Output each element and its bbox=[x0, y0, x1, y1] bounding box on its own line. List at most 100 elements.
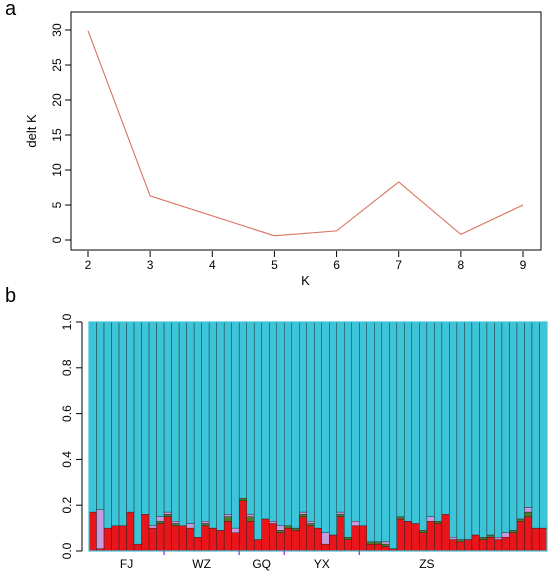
bar-purple-segment bbox=[449, 537, 458, 540]
y-axis-title: delt K bbox=[24, 114, 39, 148]
bar-green-segment bbox=[344, 537, 352, 540]
bar-red-segment bbox=[381, 546, 390, 552]
group-label: GQ bbox=[252, 557, 271, 571]
bar-red-segment bbox=[223, 521, 232, 552]
bar-purple-segment bbox=[148, 525, 157, 529]
bar-red-segment bbox=[531, 527, 540, 552]
bar-cyan-segment bbox=[344, 321, 352, 538]
bar-red-segment bbox=[88, 511, 97, 552]
bar-purple-segment bbox=[336, 511, 345, 515]
bar-red-segment bbox=[246, 521, 255, 552]
bar-green-segment bbox=[291, 527, 300, 531]
bar-cyan-segment bbox=[103, 321, 112, 529]
bar-cyan-segment bbox=[464, 321, 473, 540]
bar-purple-segment bbox=[276, 525, 285, 531]
bar-green-segment bbox=[299, 514, 307, 517]
bar-cyan-segment bbox=[396, 321, 405, 517]
bar-cyan-segment bbox=[509, 321, 518, 531]
bar-cyan-segment bbox=[441, 321, 450, 515]
bar-cyan-segment bbox=[404, 321, 413, 522]
bar-cyan-segment bbox=[299, 321, 307, 513]
bar-red-segment bbox=[486, 537, 495, 552]
bar-cyan-segment bbox=[291, 321, 300, 529]
bar-cyan-segment bbox=[321, 321, 330, 533]
bar-cyan-segment bbox=[186, 321, 195, 524]
group-label: YX bbox=[314, 557, 330, 571]
bar-cyan-segment bbox=[268, 321, 277, 522]
bar-red-segment bbox=[111, 525, 120, 552]
bar-cyan-segment bbox=[284, 321, 292, 527]
y-tick-label: 5 bbox=[50, 201, 64, 208]
bar-purple-segment bbox=[494, 537, 503, 540]
bar-red-segment bbox=[276, 532, 285, 552]
bar-red-segment bbox=[426, 521, 435, 552]
x-tick-label: 5 bbox=[271, 258, 278, 272]
delta-k-line bbox=[87, 30, 524, 237]
bar-red-segment bbox=[133, 543, 142, 552]
bar-cyan-segment bbox=[216, 321, 225, 531]
y-tick-label: 0.8 bbox=[60, 359, 74, 376]
x-tick-label: 3 bbox=[147, 258, 154, 272]
bar-red-segment bbox=[178, 525, 187, 552]
bar-cyan-segment bbox=[516, 321, 525, 520]
bar-green-segment bbox=[156, 521, 165, 524]
bar-cyan-segment bbox=[126, 321, 135, 513]
y-tick-label: 0.0 bbox=[60, 542, 74, 559]
bar-cyan-segment bbox=[223, 321, 232, 515]
y-tick-label: 15 bbox=[50, 128, 64, 142]
bar-red-segment bbox=[539, 527, 548, 552]
bar-purple-segment bbox=[156, 516, 165, 522]
bar-cyan-segment bbox=[486, 321, 495, 536]
bar-cyan-segment bbox=[276, 321, 285, 527]
plot-frame bbox=[70, 11, 542, 251]
bar-red-segment bbox=[434, 523, 443, 552]
bar-cyan-segment bbox=[133, 321, 142, 545]
bar-green-segment bbox=[201, 523, 210, 527]
group-label: ZS bbox=[419, 557, 434, 571]
bar-cyan-segment bbox=[118, 321, 127, 527]
bar-cyan-segment bbox=[456, 321, 465, 540]
x-axis-title: K bbox=[301, 273, 310, 288]
bar-red-segment bbox=[404, 521, 413, 552]
bar-cyan-segment bbox=[501, 321, 510, 533]
bar-cyan-segment bbox=[524, 321, 533, 508]
bar-red-segment bbox=[351, 525, 360, 552]
bar-red-segment bbox=[329, 534, 337, 552]
group-label: WZ bbox=[192, 557, 211, 571]
bar-cyan-segment bbox=[171, 321, 180, 522]
x-tick-label: 2 bbox=[85, 258, 92, 272]
bar-red-segment bbox=[148, 527, 157, 552]
bar-red-segment bbox=[366, 543, 375, 552]
bar-green-segment bbox=[419, 530, 428, 533]
bar-cyan-segment bbox=[539, 321, 548, 529]
bar-red-segment bbox=[171, 525, 180, 552]
bar-cyan-segment bbox=[238, 321, 247, 499]
bar-purple-segment bbox=[501, 532, 510, 538]
bar-cyan-segment bbox=[366, 321, 375, 543]
bar-red-segment bbox=[494, 539, 503, 552]
bar-cyan-segment bbox=[231, 321, 240, 529]
bar-purple-segment bbox=[171, 521, 180, 524]
bar-cyan-segment bbox=[111, 321, 120, 527]
y-tick-label: 0.6 bbox=[60, 405, 74, 422]
bar-cyan-segment bbox=[314, 321, 322, 529]
bar-red-segment bbox=[208, 527, 217, 552]
bar-green-segment bbox=[509, 530, 518, 533]
bar-purple-segment bbox=[306, 521, 315, 524]
bar-red-segment bbox=[141, 514, 150, 552]
bar-cyan-segment bbox=[419, 321, 428, 531]
y-tick-label: 30 bbox=[50, 23, 64, 37]
bar-cyan-segment bbox=[178, 321, 187, 527]
bar-red-segment bbox=[253, 539, 262, 552]
y-tick-label: 0.2 bbox=[60, 497, 74, 514]
bar-red-segment bbox=[471, 534, 480, 552]
bar-green-segment bbox=[381, 543, 390, 547]
bar-red-segment bbox=[456, 541, 465, 552]
panel-label-a: a bbox=[5, 0, 17, 20]
bar-purple-segment bbox=[231, 527, 240, 533]
bar-green-segment bbox=[163, 514, 172, 517]
bar-purple-segment bbox=[299, 511, 307, 515]
bar-purple-segment bbox=[381, 541, 390, 545]
